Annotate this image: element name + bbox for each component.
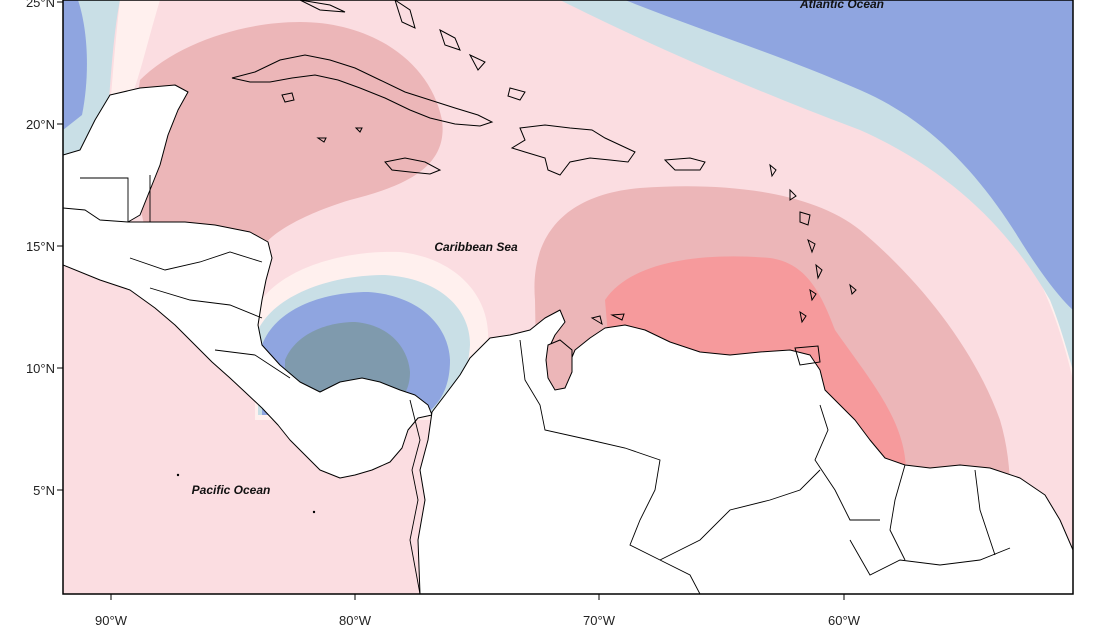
lon-tick-label: 90°W (95, 613, 128, 628)
island-trinidad (794, 345, 821, 366)
island-bahamas-3 (468, 53, 486, 71)
border-panama-colombia (409, 399, 421, 594)
lat-tick-label: 25°N (26, 0, 55, 10)
island-jamaica (384, 157, 442, 175)
lat-tick-label: 10°N (26, 361, 55, 376)
label-pacific-ocean: Pacific Ocean (192, 483, 271, 497)
lat-axis: 25°N 20°N 15°N 10°N 5°N (26, 0, 63, 498)
border-venezuela-guyana (814, 404, 880, 521)
island-pacific-dot (176, 473, 180, 477)
label-caribbean-sea: Caribbean Sea (434, 240, 518, 254)
lon-tick-label: 80°W (339, 613, 372, 628)
island-antilles-1 (769, 163, 777, 178)
border-suriname-guiana (974, 469, 996, 556)
island-antilles-2 (789, 188, 797, 201)
border-brazil-north (849, 539, 1011, 576)
island-antilles-4 (807, 238, 816, 254)
island-pacific-dot-2 (312, 510, 316, 514)
map-frame (62, 0, 1074, 595)
field-blue-northeast (625, 0, 1073, 310)
lat-tick-label: 20°N (26, 117, 55, 132)
border-honduras (129, 251, 263, 271)
lat-tick-label: 5°N (33, 483, 55, 498)
island-cuba (231, 54, 494, 127)
island-antilles-5 (815, 263, 823, 280)
lat-tick-label: 15°N (26, 239, 55, 254)
island-bahamas-5 (299, 0, 346, 13)
lon-axis: 90°W 80°W 70°W 60°W (95, 594, 861, 628)
island-antilles-7 (799, 310, 807, 324)
field-pink-northwest (134, 22, 443, 245)
island-curacao (610, 313, 625, 321)
field-blue-northwest (63, 0, 87, 130)
lon-tick-label: 70°W (583, 613, 616, 628)
island-hispaniola (510, 124, 636, 176)
anomaly-field (63, 0, 1073, 594)
island-youth (281, 92, 295, 103)
label-atlantic-ocean: Atlantic Ocean (799, 0, 884, 11)
island-bahamas-1 (394, 0, 416, 29)
island-puerto-rico (663, 157, 706, 171)
border-costa-rica (214, 349, 291, 379)
island-cayman (316, 137, 327, 143)
border-nicaragua (149, 287, 263, 319)
island-antilles-6 (809, 288, 817, 302)
lon-tick-label: 60°W (828, 613, 861, 628)
island-barbados (849, 283, 857, 295)
island-san-andres (354, 127, 363, 133)
island-aruba (590, 315, 603, 326)
island-bahamas-2 (439, 28, 461, 51)
border-venezuela-brazil (659, 469, 821, 561)
island-antilles-3 (799, 211, 811, 226)
land-central-america (63, 84, 433, 479)
land-south-america (417, 309, 1073, 594)
border-guatemala (63, 177, 129, 223)
field-cream-northwest (110, 0, 160, 110)
border-guyana-suriname (889, 464, 906, 561)
island-bahamas-4 (507, 87, 526, 101)
lake-maracaibo (545, 339, 573, 391)
